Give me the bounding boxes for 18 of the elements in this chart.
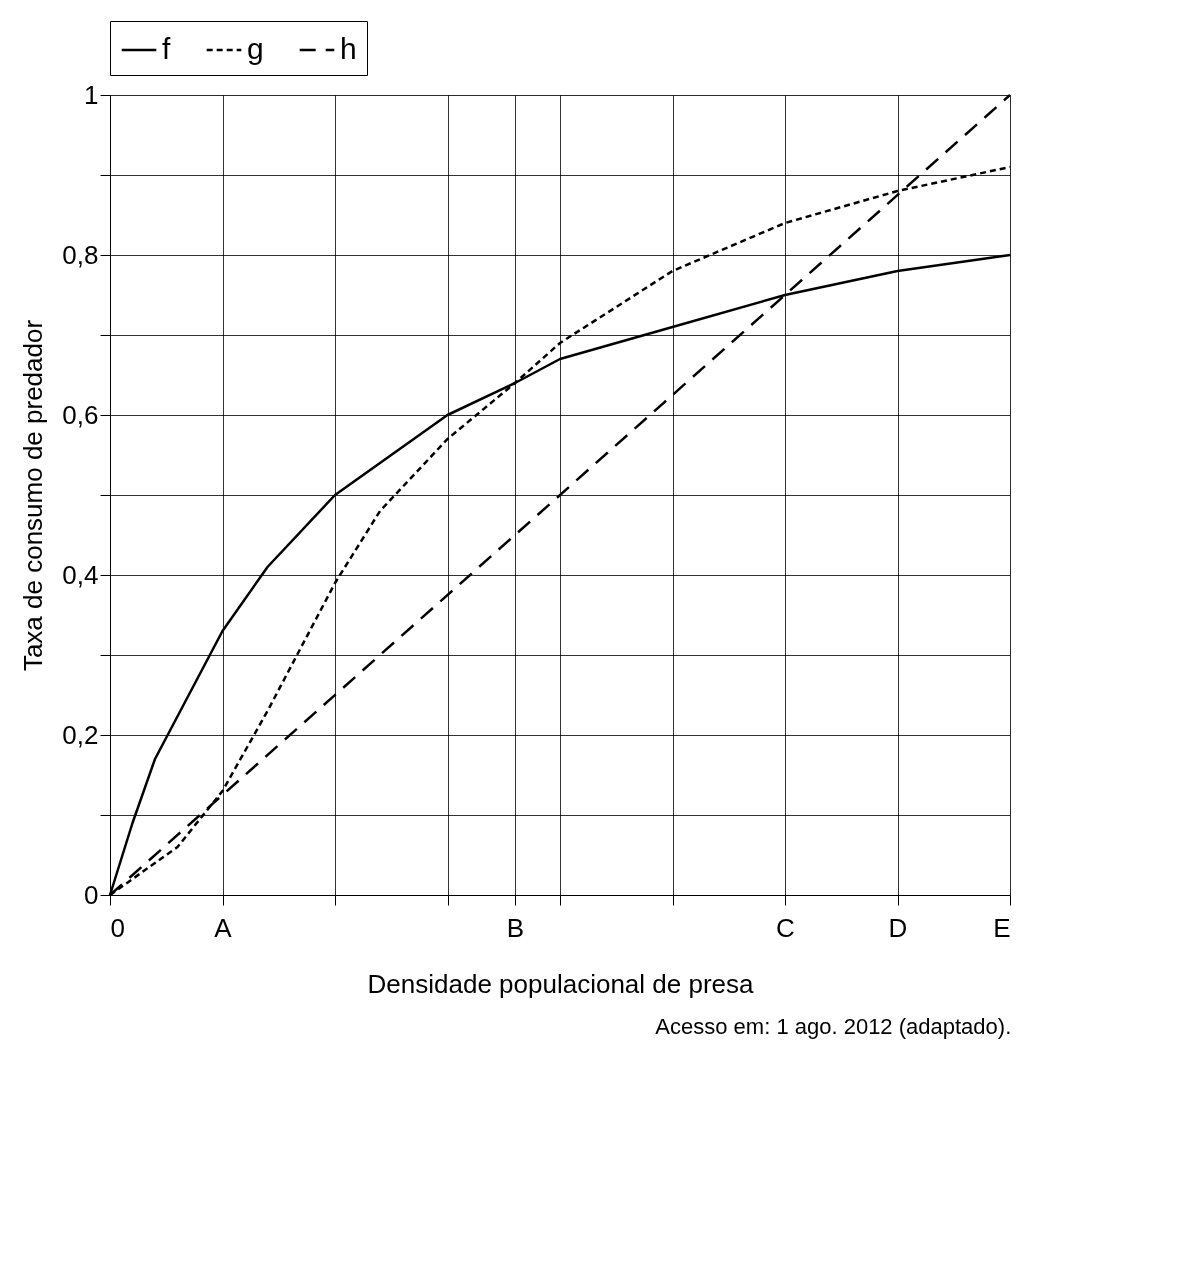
x-tick-label: D — [888, 912, 908, 943]
x-tick-label: 0 — [110, 912, 125, 943]
text: Acesso em: 1 ago. 2012 (adaptado). — [655, 1014, 1012, 1039]
legend-label: f — [162, 32, 171, 65]
x-tick-label: C — [776, 912, 795, 943]
legend-label: h — [340, 32, 357, 65]
y-tick-label: 0,2 — [62, 719, 99, 750]
y-axis-title: Taxa de consumo de predador — [18, 319, 49, 672]
y-tick-label: 0,8 — [62, 239, 99, 270]
x-tick-label: E — [993, 912, 1011, 943]
y-tick-label: 1 — [84, 79, 99, 110]
y-tick-label: 0 — [84, 879, 99, 910]
x-axis-title: Densidade populacional de presa — [367, 968, 755, 999]
x-tick-label: B — [506, 912, 525, 943]
x-tick-label: A — [214, 912, 233, 943]
y-tick-label: 0,4 — [62, 559, 99, 590]
legend-label: g — [247, 32, 264, 65]
y-tick-label: 0,6 — [62, 399, 99, 430]
